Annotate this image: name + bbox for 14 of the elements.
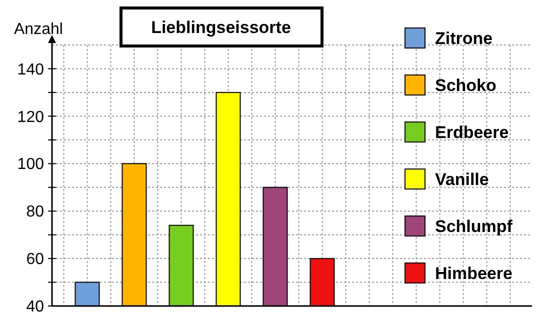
y-tick-label: 140 (17, 61, 44, 78)
chart-title: Lieblingseissorte (151, 18, 291, 37)
legend-label: Erdbeere (435, 122, 509, 142)
legend-label: Schoko (435, 76, 496, 95)
y-tick-label: 80 (26, 204, 44, 221)
legend-label: Zitrone (435, 28, 493, 48)
legend-label: Himbeere (435, 264, 512, 283)
y-tick-label: 120 (17, 108, 44, 126)
y-tick-label: 60 (26, 251, 44, 268)
legend-label: Vanille (435, 170, 489, 189)
legend-label: Schlumpf (435, 216, 513, 236)
y-tick-label: 100 (17, 156, 44, 174)
y-tick-label: 40 (26, 298, 44, 316)
y-axis-title: Anzahl (14, 21, 63, 38)
